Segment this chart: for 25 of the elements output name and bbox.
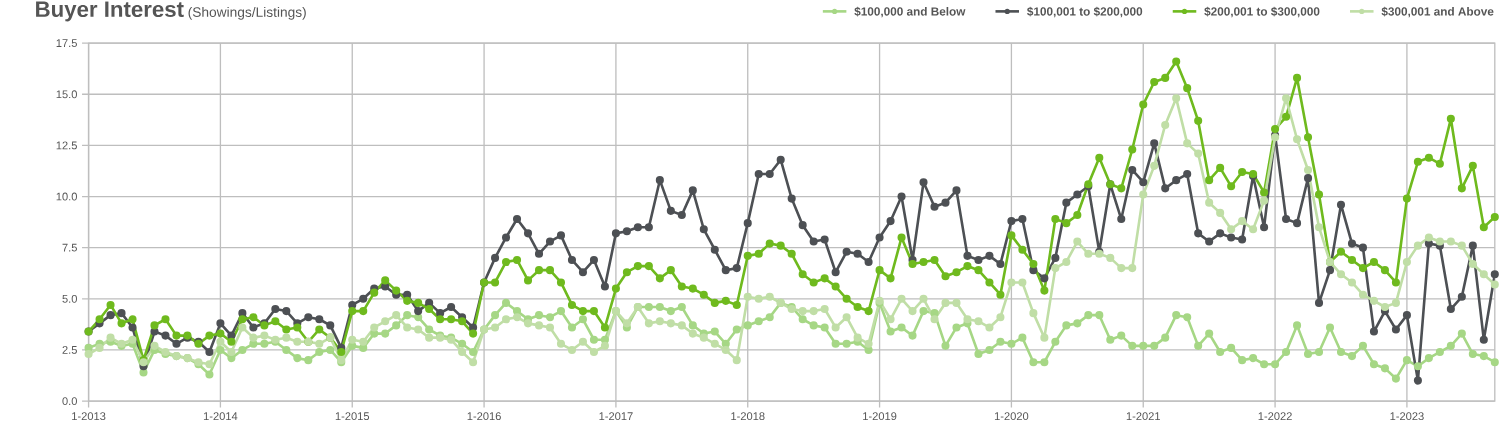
y-tick-label: 2.5 — [62, 345, 77, 354]
x-tick-label: 1-2022 — [1258, 412, 1292, 420]
x-tick-label: 1-2019 — [863, 412, 897, 420]
x-tick-label: 1-2018 — [731, 412, 765, 420]
x-tick-label: 1-2016 — [467, 412, 501, 420]
legend-label: $300,001 and Above — [1381, 6, 1494, 18]
y-tick-label: 15.0 — [56, 90, 77, 99]
x-tick-label: 1-2014 — [203, 412, 238, 420]
y-tick-label: 0.0 — [62, 397, 77, 405]
y-tick-label: 7.5 — [62, 243, 77, 252]
x-tick-label: 1-2023 — [1390, 412, 1424, 420]
chart-title: Buyer Interest — [36, 1, 184, 22]
legend-label: $100,001 to $200,000 — [1027, 6, 1143, 18]
x-tick-label: 1-2017 — [599, 412, 633, 420]
x-tick-label: 1-2020 — [994, 412, 1029, 420]
x-tick-label: 1-2015 — [335, 412, 370, 420]
y-tick-label: 17.5 — [56, 39, 77, 47]
y-tick-label: 10.0 — [56, 192, 77, 201]
x-tick-label: 1-2021 — [1126, 412, 1160, 420]
y-tick-label: 12.5 — [56, 141, 77, 150]
y-tick-label: 5.0 — [62, 294, 77, 303]
chart-subtitle: (Showings/Listings) — [188, 6, 306, 20]
legend-label: $200,001 to $300,000 — [1204, 6, 1320, 18]
legend-label: $100,000 and Below — [854, 6, 966, 18]
x-tick-label: 1-2013 — [72, 412, 106, 420]
